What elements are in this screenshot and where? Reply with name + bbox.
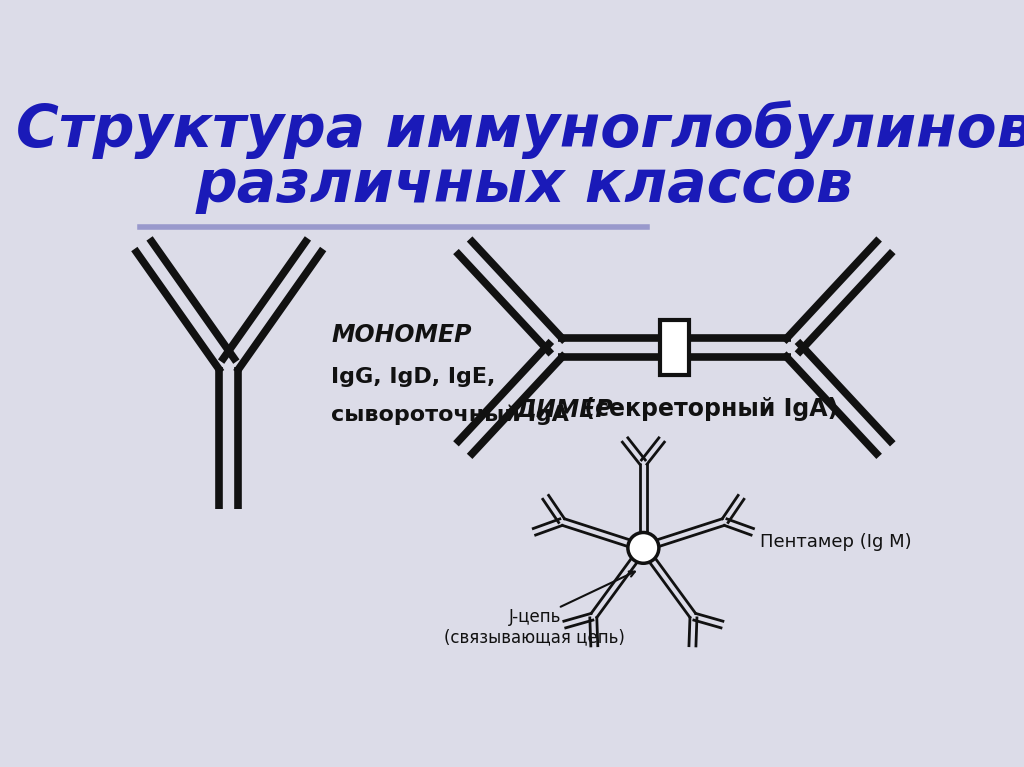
Text: (секреторный IgA): (секреторный IgA)	[575, 397, 839, 421]
Bar	[659, 320, 689, 375]
Text: сывороточный IgA: сывороточный IgA	[331, 404, 569, 425]
Text: Пентамер (Ig M): Пентамер (Ig M)	[760, 534, 911, 551]
Text: ДИМЕР: ДИМЕР	[515, 397, 613, 421]
Text: различных классов: различных классов	[196, 157, 854, 215]
Circle shape	[628, 532, 658, 563]
Text: J-цепь
(связывающая цепь): J-цепь (связывающая цепь)	[444, 607, 626, 647]
Text: МОНОМЕР: МОНОМЕР	[331, 323, 471, 347]
Text: IgG, IgD, IgE,: IgG, IgD, IgE,	[331, 367, 496, 387]
Text: Структура иммуноглобулинов: Структура иммуноглобулинов	[16, 100, 1024, 159]
